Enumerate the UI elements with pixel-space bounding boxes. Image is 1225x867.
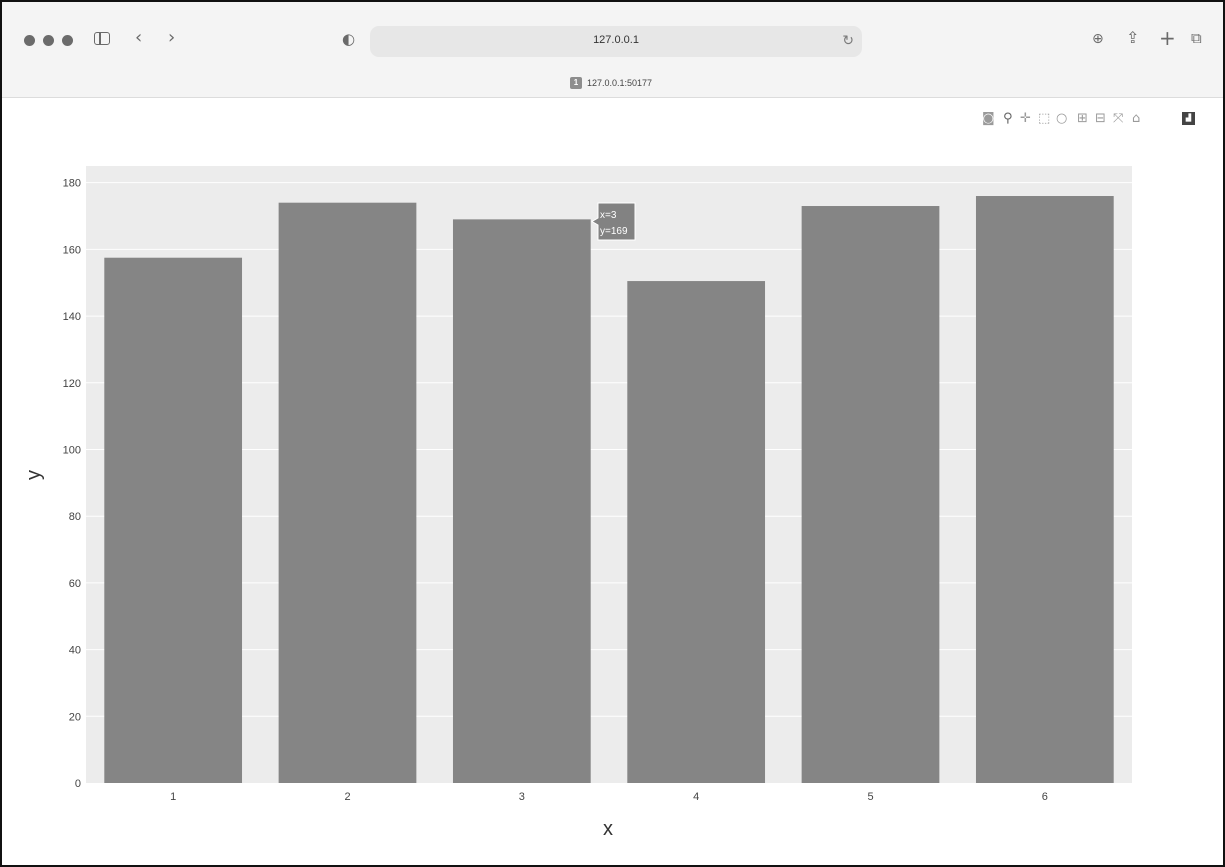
bar[interactable] bbox=[104, 257, 243, 784]
bar[interactable] bbox=[975, 196, 1114, 783]
tooltip-line-2: y=169 bbox=[600, 226, 628, 237]
tooltip-line-1: x=3 bbox=[600, 210, 617, 221]
y-tick-label: 80 bbox=[69, 511, 81, 523]
new-tab-icon[interactable]: + bbox=[1159, 26, 1176, 50]
x-tick-label: 6 bbox=[1042, 791, 1048, 803]
address-bar[interactable]: 127.0.0.1 ↻ bbox=[370, 26, 862, 57]
address-text: 127.0.0.1 bbox=[593, 34, 639, 46]
x-tick-label: 3 bbox=[519, 791, 525, 803]
lasso-icon[interactable]: ○ bbox=[1056, 111, 1068, 126]
zoom-out-icon[interactable]: ⊟ bbox=[1095, 111, 1106, 126]
tab[interactable]: 1 127.0.0.1:50177 bbox=[570, 75, 652, 91]
plot-area[interactable] bbox=[86, 166, 1132, 783]
x-tick-label: 2 bbox=[344, 791, 350, 803]
y-tick-label: 0 bbox=[75, 778, 81, 790]
camera-icon[interactable]: ◙ bbox=[982, 111, 995, 126]
forward-icon[interactable]: › bbox=[168, 27, 176, 48]
sidebar-icon[interactable] bbox=[94, 32, 110, 45]
tabs-overview-icon[interactable]: ⧉ bbox=[1191, 29, 1202, 47]
y-tick-label: 120 bbox=[63, 378, 81, 390]
zoom-in-icon[interactable]: ⊞ bbox=[1077, 111, 1088, 126]
y-tick-label: 180 bbox=[63, 178, 81, 190]
grid-lines bbox=[86, 182, 1132, 717]
reset-axes-icon[interactable]: ⌂ bbox=[1132, 111, 1141, 126]
back-icon[interactable]: ‹ bbox=[135, 27, 143, 48]
y-tick-label: 140 bbox=[63, 311, 81, 323]
y-tick-label: 40 bbox=[69, 645, 81, 657]
y-tick-label: 160 bbox=[63, 244, 81, 256]
tooltip-box bbox=[591, 202, 636, 241]
browser-toolbar: ‹ › ◐ 127.0.0.1 ↻ ⊕ ⇪ + ⧉ 1 127.0.0.1:50… bbox=[2, 2, 1223, 98]
bar[interactable] bbox=[278, 202, 417, 783]
y-tick-labels: 0 20 40 60 80 100 120 140 160 180 bbox=[63, 178, 81, 790]
y-axis-label: y bbox=[23, 470, 45, 480]
share-icon[interactable]: ⇪ bbox=[1126, 28, 1140, 47]
bar[interactable] bbox=[627, 281, 766, 783]
x-tick-label: 4 bbox=[693, 791, 699, 803]
hover-tooltip: x=3 y=169 bbox=[591, 202, 636, 241]
shield-icon[interactable]: ◐ bbox=[342, 30, 356, 48]
autoscale-icon[interactable]: ⤧ bbox=[1113, 111, 1124, 126]
x-axis-label: x bbox=[603, 818, 613, 840]
x-tick-label: 1 bbox=[170, 791, 176, 803]
close-window-icon[interactable] bbox=[24, 35, 35, 46]
y-tick-label: 20 bbox=[69, 711, 81, 723]
bar-chart: 0 20 40 60 80 100 120 140 160 180 1 2 3 4 5 6 x y x=3 … bbox=[23, 166, 1132, 840]
box-select-icon[interactable]: ⬚ bbox=[1038, 111, 1051, 126]
minimize-window-icon[interactable] bbox=[43, 35, 54, 46]
x-tick-labels: 1 2 3 4 5 6 bbox=[170, 791, 1048, 803]
zoom-icon[interactable]: ⚲ bbox=[1003, 111, 1013, 126]
tab-title: 127.0.0.1:50177 bbox=[587, 78, 653, 88]
bar[interactable] bbox=[452, 219, 591, 783]
tab-favicon: 1 bbox=[570, 77, 582, 89]
maximize-window-icon[interactable] bbox=[62, 35, 73, 46]
reload-icon[interactable]: ↻ bbox=[842, 32, 854, 48]
pan-icon[interactable]: ✛ bbox=[1020, 111, 1031, 126]
bar[interactable] bbox=[801, 206, 940, 784]
bars bbox=[104, 196, 1114, 784]
x-tick-label: 5 bbox=[867, 791, 873, 803]
plot-background bbox=[86, 166, 1132, 783]
y-tick-label: 60 bbox=[69, 578, 81, 590]
y-tick-label: 100 bbox=[63, 444, 81, 456]
plotly-logo-icon[interactable]: ▟ bbox=[1182, 112, 1195, 125]
download-icon[interactable]: ⊕ bbox=[1092, 31, 1104, 47]
